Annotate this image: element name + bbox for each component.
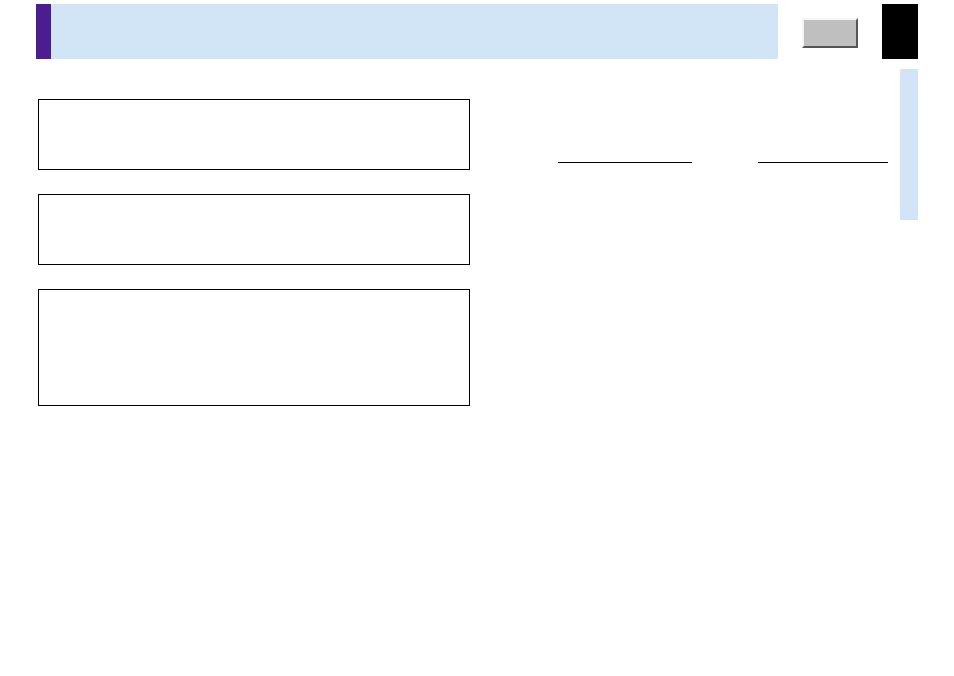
signature-line-1 [558, 162, 692, 163]
info-box-1 [38, 99, 470, 170]
header-gap [778, 4, 802, 59]
info-box-3 [38, 289, 470, 406]
header [36, 4, 918, 59]
header-title-area [51, 4, 778, 59]
header-page-indicator [882, 4, 918, 59]
info-box-2 [38, 194, 470, 265]
signature-line-2 [758, 162, 888, 163]
page-root [0, 0, 954, 676]
header-button[interactable] [802, 18, 858, 48]
header-accent-bar [36, 4, 51, 59]
side-tab[interactable] [900, 69, 918, 220]
